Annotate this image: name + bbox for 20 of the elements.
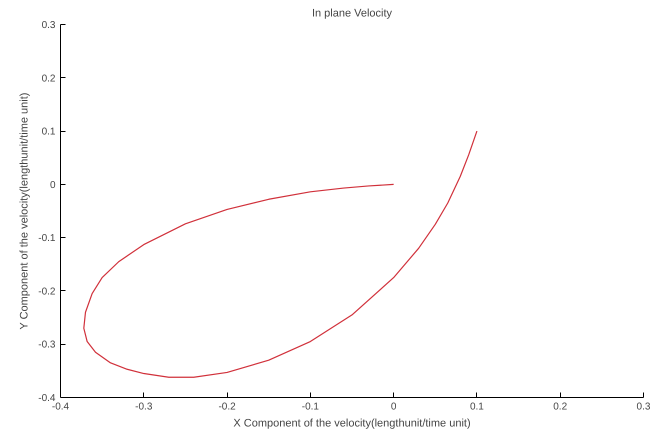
y-tick-label: -0.2: [38, 286, 56, 298]
y-axis-title: Y Component of the velocity(lengthunit/time unit): [18, 92, 30, 330]
y-tick-label: 0.1: [42, 126, 56, 138]
x-tick-label: 0.1: [470, 402, 484, 412]
x-tick-label: -0.1: [302, 402, 320, 412]
y-tick-label: 0.3: [42, 20, 56, 31]
y-tick-label: -0.3: [38, 340, 56, 351]
y-tick-label: 0: [50, 180, 56, 191]
x-tick-label: -0.3: [135, 402, 153, 412]
x-tick-label: 0.2: [553, 402, 568, 412]
x-tick-label: -0.4: [52, 402, 70, 412]
x-axis-title: X Component of the velocity(lengthunit/time unit): [233, 418, 471, 430]
y-tick-label: 0.2: [42, 73, 56, 84]
chart-title: In plane Velocity: [312, 8, 393, 20]
x-tick-label: 0.3: [636, 402, 651, 412]
y-tick-label: -0.1: [38, 233, 56, 244]
y-tick-label: -0.4: [38, 393, 56, 404]
line-series: [83, 130, 478, 378]
x-tick-label: 0: [390, 402, 397, 412]
x-tick-label: -0.2: [218, 402, 236, 412]
